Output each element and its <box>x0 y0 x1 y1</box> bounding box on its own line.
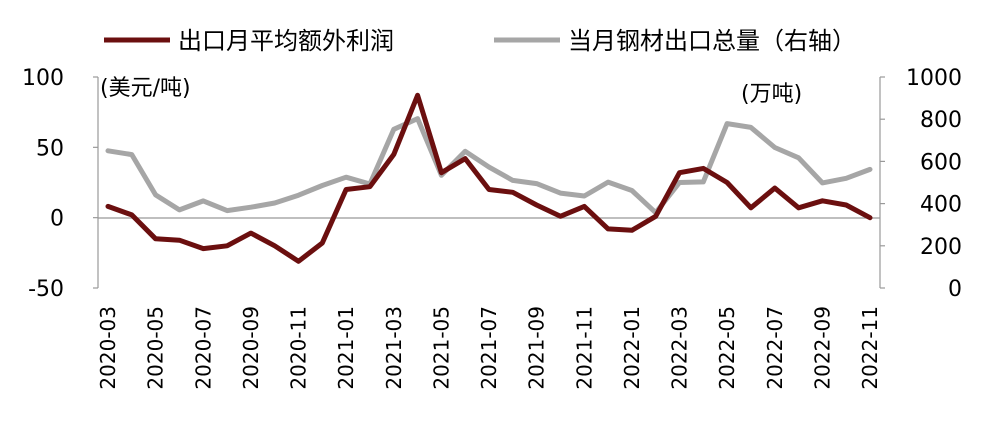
x-tick-label: 2022-09 <box>810 306 834 390</box>
x-tick-label: 2022-03 <box>668 306 692 390</box>
left-axis-ticks: 100 50 0 -50 <box>22 66 98 302</box>
x-axis-ticks: 2020-03 2020-05 2020-07 2020-09 2020-11 2021-… <box>96 306 882 390</box>
x-tick-label: 2022-07 <box>763 306 787 390</box>
x-tick-label: 2021-11 <box>572 306 596 390</box>
right-tick-label: 600 <box>920 150 962 175</box>
left-axis-unit: (美元/吨) <box>100 76 191 101</box>
left-tick-label: 100 <box>22 66 64 91</box>
x-tick-label: 2021-09 <box>525 306 549 390</box>
right-tick-label: 200 <box>920 235 962 260</box>
right-tick-label: 1000 <box>906 66 962 91</box>
right-tick-label: 0 <box>948 277 962 302</box>
x-tick-label: 2021-03 <box>382 306 406 390</box>
right-axis-ticks: 1000 800 600 400 200 0 <box>880 66 962 302</box>
x-tick-label: 2020-09 <box>239 306 263 390</box>
right-tick-label: 400 <box>920 193 962 218</box>
x-tick-label: 2021-07 <box>477 306 501 390</box>
left-tick-label: -50 <box>28 277 64 302</box>
legend: 出口月平均额外利润 当月钢材出口总量（右轴） <box>104 27 856 55</box>
left-tick-label: 50 <box>36 136 64 161</box>
x-tick-label: 2022-05 <box>715 306 739 390</box>
x-tick-label: 2022-01 <box>620 306 644 390</box>
x-tick-label: 2021-01 <box>334 306 358 390</box>
left-tick-label: 0 <box>50 207 64 232</box>
legend-label-export-volume: 当月钢材出口总量（右轴） <box>568 27 856 55</box>
x-tick-label: 2022-11 <box>858 306 882 390</box>
x-tick-label: 2020-07 <box>191 306 215 390</box>
x-tick-label: 2020-11 <box>287 306 311 390</box>
right-tick-label: 800 <box>920 108 962 133</box>
x-tick-label: 2020-03 <box>96 306 120 390</box>
legend-label-profit: 出口月平均额外利润 <box>178 27 394 55</box>
x-tick-label: 2020-05 <box>144 306 168 390</box>
right-axis-unit: (万吨) <box>741 82 802 107</box>
series-line-export-volume <box>105 116 873 216</box>
series-line-profit <box>105 92 873 264</box>
x-tick-label: 2021-05 <box>429 306 453 390</box>
